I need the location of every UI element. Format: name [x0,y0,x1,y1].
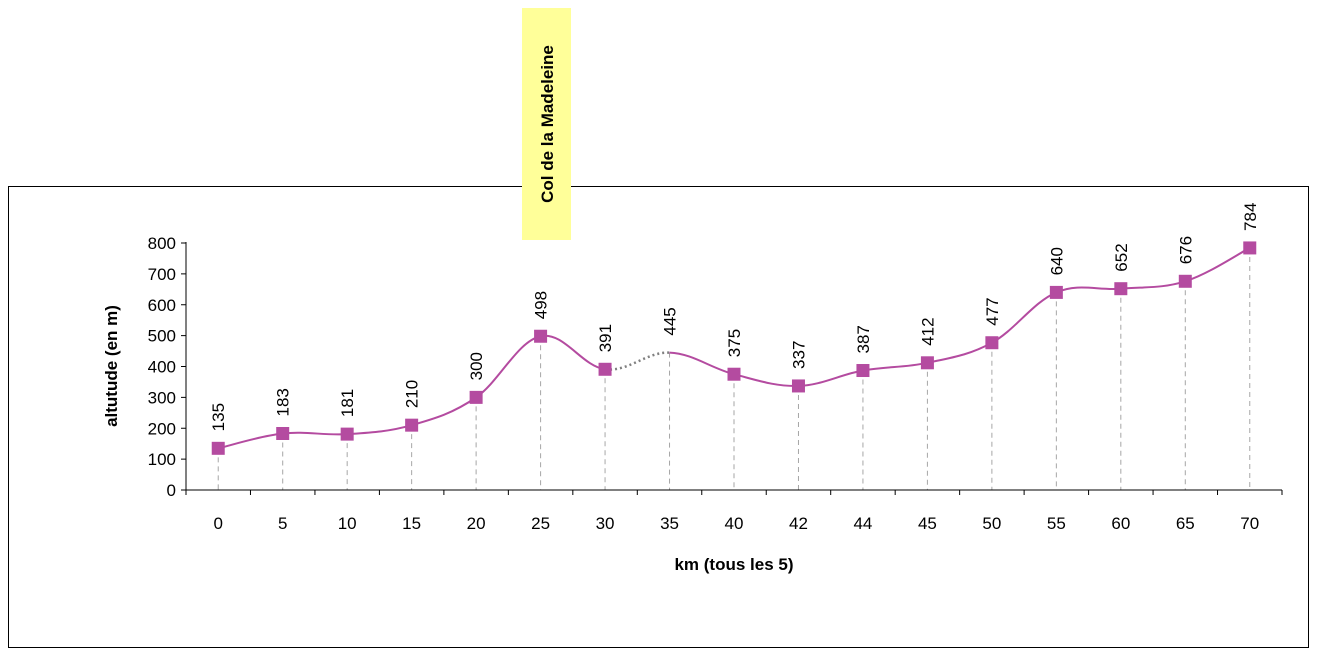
x-tick-label: 30 [596,514,615,533]
data-label: 300 [467,352,486,380]
x-tick-label: 45 [918,514,937,533]
y-tick-label: 700 [148,265,176,284]
data-label: 183 [274,388,293,416]
x-axis-title: km (tous les 5) [674,555,793,574]
x-tick-label: 60 [1111,514,1130,533]
chart-area-border [8,186,1309,648]
data-point-marker [1243,241,1257,255]
y-tick-label: 100 [148,450,176,469]
data-label: 135 [209,403,228,431]
data-label: 640 [1047,247,1066,275]
data-label: 210 [403,380,422,408]
y-tick-label: 200 [148,419,176,438]
x-tick-label: 15 [402,514,421,533]
x-tick-label: 44 [853,514,872,533]
y-axis-ticks: 0 100 200 300 400 500 600 700 800 [148,234,186,500]
data-point-marker [534,329,548,343]
data-point-marker [920,356,934,370]
data-point-marker [1178,274,1192,288]
data-point-marker [727,367,741,381]
data-point-marker [211,441,225,455]
annotation-box [522,8,571,240]
y-axis: 0 100 200 300 400 500 600 700 800 [148,234,187,500]
data-point-marker [405,418,419,432]
data-label: 412 [918,317,937,345]
x-tick-label: 25 [531,514,550,533]
x-axis: 0 5 10 15 20 25 30 35 40 42 44 45 50 55 60 65 70 [185,489,1283,533]
x-tick-label: 40 [725,514,744,533]
data-point-marker [469,390,483,404]
annotation-col-de-la-madeleine: Col de la Madeleine [522,8,571,240]
data-point-marker [856,364,870,378]
data-labels: 135 183 181 210 300 498 391 445 375 337 387 412 477 6… [209,203,1260,432]
x-tick-label: 42 [789,514,808,533]
data-label: 676 [1176,236,1195,264]
data-label: 652 [1112,243,1131,271]
data-label: 337 [789,341,808,369]
data-label: 181 [338,389,357,417]
data-label: 498 [532,291,551,319]
series-line-segment [475,335,541,399]
x-tick-label: 10 [338,514,357,533]
data-label: 477 [983,297,1002,325]
y-tick-label: 300 [148,388,176,407]
y-tick-label: 800 [148,234,176,253]
series-line-segment [540,334,606,371]
data-point-marker [1114,282,1128,296]
y-tick-label: 0 [167,481,176,500]
data-point-marker [985,336,999,350]
x-tick-label: 0 [214,514,223,533]
annotation-text: Col de la Madeleine [538,45,557,203]
x-tick-label: 35 [660,514,679,533]
data-point-marker [276,426,290,440]
y-tick-label: 500 [148,327,176,346]
x-tick-label: 50 [982,514,1001,533]
data-point-marker [791,379,805,393]
data-point-marker [598,362,612,376]
drop-lines [217,247,1251,490]
series-line-segment [991,291,1057,344]
data-label: 387 [854,325,873,353]
x-tick-label: 5 [278,514,287,533]
data-label: 445 [661,307,680,335]
x-axis-ticks: 0 5 10 15 20 25 30 35 40 42 44 45 50 55 60 65 70 [185,490,1283,533]
x-tick-label: 65 [1176,514,1195,533]
data-markers [211,241,1257,455]
x-tick-label: 70 [1240,514,1259,533]
data-point-marker [1049,285,1063,299]
y-tick-label: 600 [148,296,176,315]
data-label: 391 [596,324,615,352]
x-tick-label: 20 [467,514,486,533]
data-point-marker [340,427,354,441]
y-axis-title: altutude (en m) [102,305,121,427]
data-label: 784 [1241,203,1260,231]
data-label: 375 [725,329,744,357]
y-tick-label: 400 [148,358,176,377]
x-tick-label: 55 [1047,514,1066,533]
